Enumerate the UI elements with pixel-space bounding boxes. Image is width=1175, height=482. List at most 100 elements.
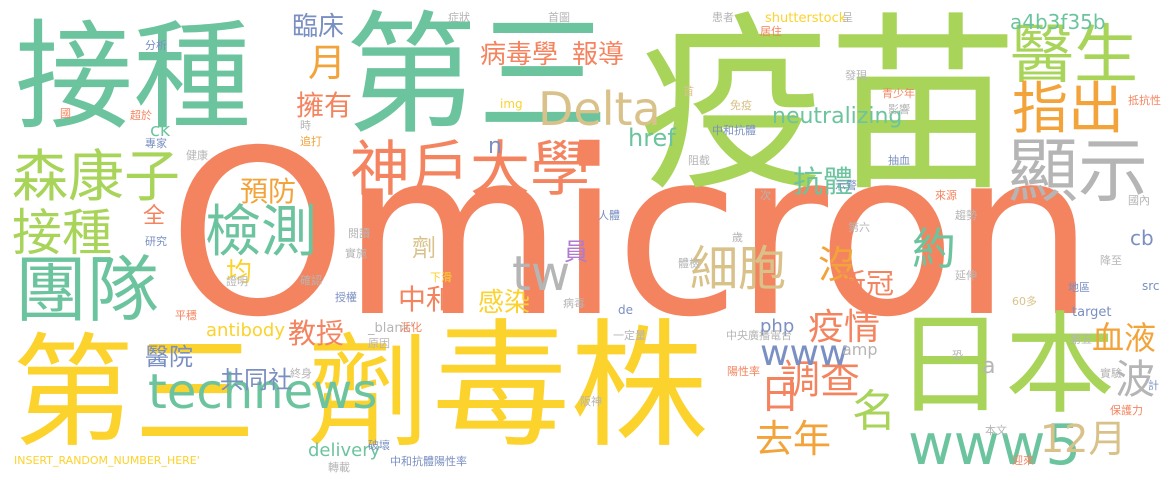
word-img: img: [500, 97, 523, 111]
word-present: 呈: [842, 11, 853, 24]
word-60-plus: 60多: [1012, 295, 1037, 308]
word-source: 來源: [935, 189, 957, 202]
word-www: www: [760, 333, 849, 374]
word-all-equal: 均: [226, 258, 253, 288]
word-checkup: 體檢: [678, 257, 700, 270]
word-whole: 全: [143, 204, 166, 229]
word-php: php: [760, 316, 795, 337]
word-insert-random: INSERT_RANDOM_NUMBER_HERE': [14, 454, 200, 467]
word-implement: 實施: [345, 247, 367, 260]
word-reason: 原因: [368, 337, 390, 350]
word-wave: 波: [1115, 357, 1155, 403]
word-protection: 保護力: [1110, 404, 1143, 417]
word-last-year: 去年: [755, 417, 832, 461]
word-doctor: 醫生: [1010, 19, 1138, 93]
word-count: 計: [1148, 379, 1159, 392]
word-about: 約: [912, 224, 956, 275]
word-patient: 患者: [712, 11, 734, 24]
word-trend: 趨勢: [955, 209, 977, 222]
word-authorize: 授權: [335, 291, 357, 304]
word-delivery: delivery: [308, 440, 381, 461]
word-dose-large: 劑: [307, 322, 429, 464]
word-strain: 毒株: [432, 306, 709, 467]
word-vaccine: 疫苗: [638, 0, 1019, 217]
word-neutralizing: neutralizing: [772, 104, 903, 129]
word-team: 團隊: [15, 248, 160, 332]
word-vaccination-medium: 接種: [12, 204, 112, 262]
word-src: src: [1142, 279, 1160, 293]
word-fifth: 第五: [1070, 333, 1092, 346]
word-neutralize: 中和: [398, 283, 455, 316]
word-third-top: 第三: [345, 0, 609, 153]
word-prevent: 預防: [240, 175, 297, 208]
word-december: 12月: [1040, 417, 1127, 461]
word-kyodo-news: 共同社: [220, 366, 292, 394]
word-antibody-en: antibody: [206, 320, 286, 341]
word-kobe-university: 神戶大學: [350, 135, 590, 205]
word-drop-to: 降至: [1100, 254, 1122, 267]
word-technews: technews: [148, 364, 378, 420]
word-a4b3f35b: a4b3f35b: [1010, 10, 1106, 34]
word-a: a: [982, 354, 996, 379]
word-japan: 日本: [895, 301, 1115, 429]
word-reside: 居住: [760, 25, 782, 38]
word-sixth: 第六: [848, 221, 870, 234]
word-neutralizing-antibody: 中和抗體: [712, 124, 756, 137]
word-resistance: 抵抗性: [1128, 94, 1161, 107]
word-member: 員: [564, 238, 588, 266]
word-human-body: 人體: [598, 209, 620, 222]
word-possess: 擁有: [296, 89, 353, 122]
word-mori-yasuko: 森康子: [12, 145, 180, 210]
word-blood: 血液: [1092, 319, 1157, 357]
word-immunity: 免疫: [730, 99, 752, 112]
word-positive-rate: 陽性率: [727, 365, 760, 378]
word-domestic: 國內: [1128, 194, 1150, 207]
word-exceed: 超於: [130, 109, 152, 122]
word-research: 研究: [145, 235, 167, 248]
word-activate: 活化: [400, 321, 422, 334]
word-de: de: [618, 303, 633, 317]
word-decline: 下滑: [430, 271, 452, 284]
word-analysis: 分析: [145, 39, 167, 52]
word-show: 顯示: [1008, 130, 1148, 212]
word-first: 首: [683, 85, 694, 98]
word-experiment: 實驗: [1100, 367, 1122, 380]
word-reprint: 轉載: [328, 461, 350, 474]
word-usher-in: 迎來: [1012, 454, 1034, 467]
word-expert: 專家: [145, 137, 167, 150]
word-neutralizing-positive-rate: 中和抗體陽性率: [390, 455, 467, 468]
word-without: 沒: [818, 243, 857, 287]
word-clinical: 臨床: [292, 12, 345, 42]
word-region: 地區: [1068, 281, 1090, 294]
word-virology: 病毒學: [480, 40, 559, 70]
word-rti: 中央廣播電台: [726, 329, 792, 342]
word-symptom: 症狀: [448, 11, 470, 24]
word-block: 阻截: [688, 154, 710, 167]
word-country: 國: [60, 107, 71, 120]
word-stable: 平穩: [175, 309, 197, 322]
word-this-article: 本文: [985, 424, 1007, 437]
word-target: target: [1072, 305, 1112, 320]
word-vaccination-large: 接種: [15, 8, 252, 146]
word-professor: 教授: [288, 317, 345, 350]
word-cover-image: 首圖: [548, 11, 570, 24]
word-infection: 感染: [478, 288, 531, 318]
word-month: 月: [308, 41, 347, 85]
word-omicron: Omicron: [168, 101, 1095, 367]
word-epidemic: 疫情: [808, 307, 881, 348]
word-times: 次: [760, 189, 771, 202]
word-fear: 恐: [952, 349, 963, 362]
word-delta: Delta: [538, 82, 661, 136]
word-warn: 示警: [835, 179, 857, 192]
word-time: 時: [300, 119, 311, 132]
word-virus: 病毒: [563, 297, 585, 310]
word-day: 日: [760, 372, 800, 418]
word-blood-draw: 抽血: [888, 154, 910, 167]
word-blank: _blank': [368, 321, 414, 336]
word-n: n: [488, 134, 502, 159]
word-cb: cb: [1130, 226, 1154, 250]
word-report: 報導: [572, 40, 625, 70]
word-shutterstock: shutterstock: [765, 11, 847, 26]
word-cell: 細胞: [690, 241, 787, 297]
word-www5: www5: [908, 413, 1082, 478]
